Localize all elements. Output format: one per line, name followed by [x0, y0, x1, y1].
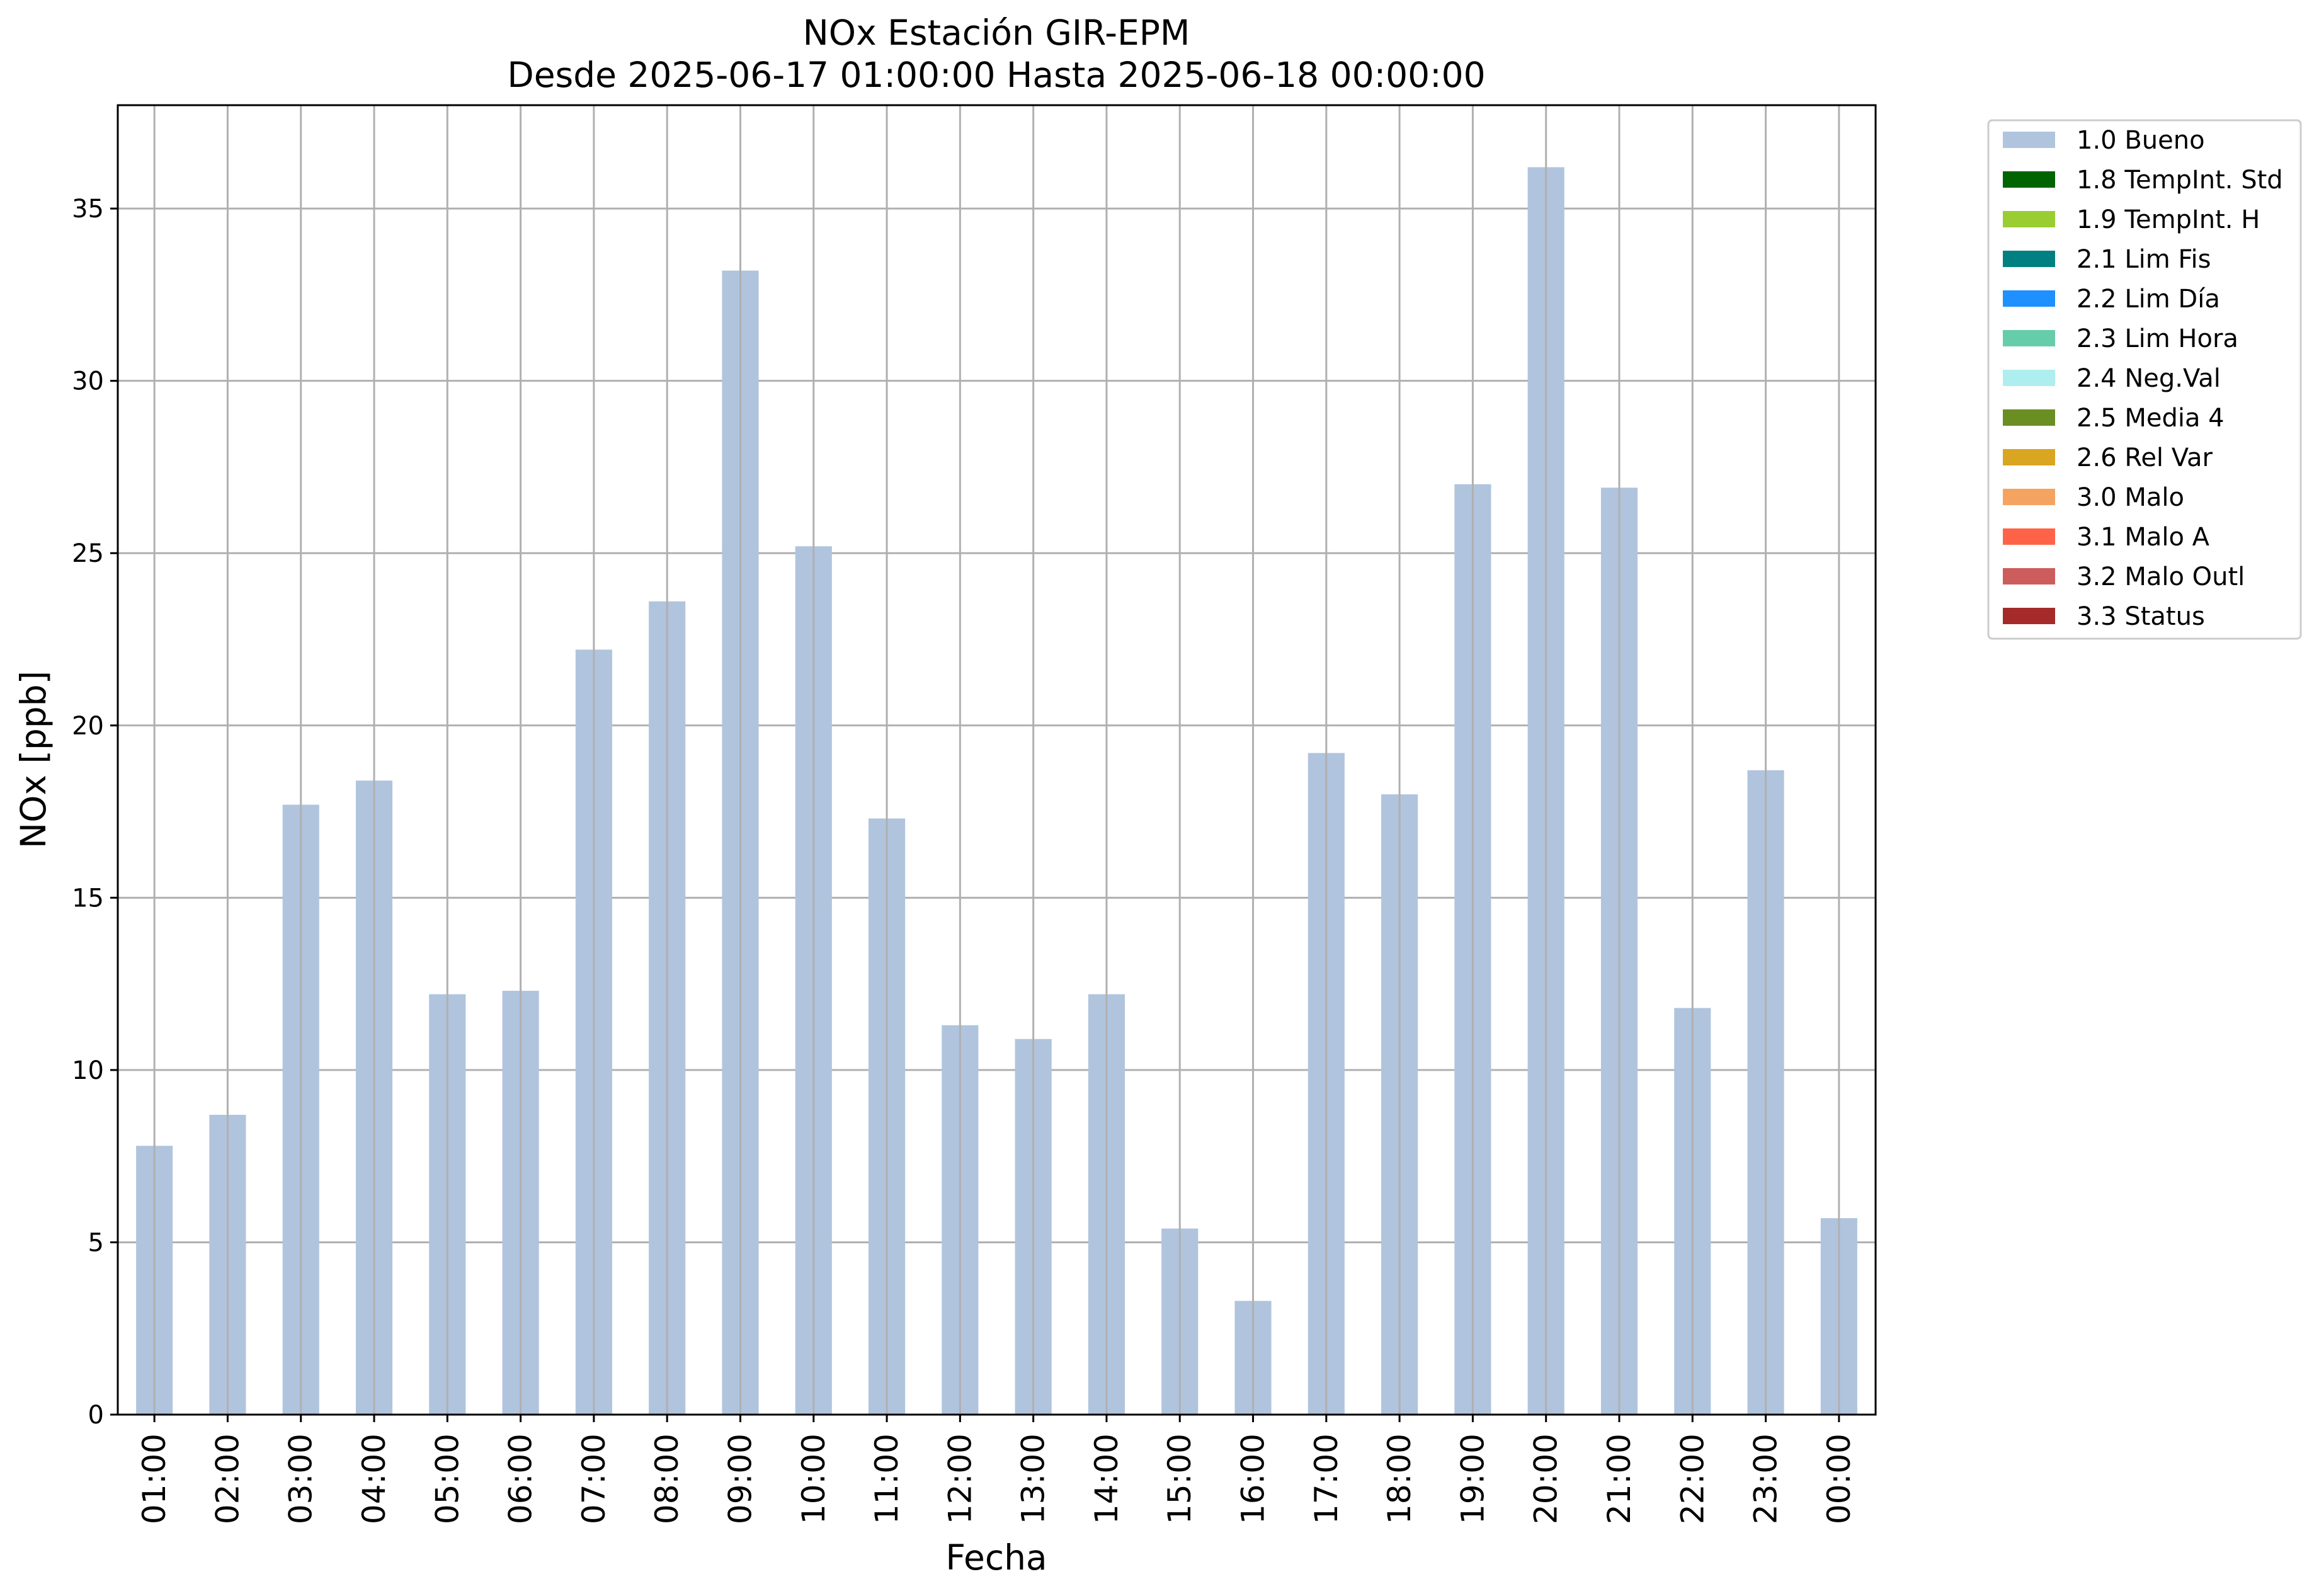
x-tick-label: 23:00: [1748, 1434, 1784, 1524]
x-grid-lines: [153, 105, 1840, 1415]
y-tick-label: 35: [72, 195, 104, 224]
x-tick-label: 06:00: [503, 1434, 539, 1524]
x-tick-label: 12:00: [942, 1434, 978, 1524]
legend-swatch: [2003, 290, 2055, 307]
bars: [136, 167, 1857, 1415]
x-tick-label: 01:00: [136, 1434, 173, 1524]
y-tick-label: 10: [72, 1056, 104, 1085]
legend-label: 2.5 Media 4: [2077, 404, 2225, 433]
x-tick-label: 13:00: [1015, 1434, 1052, 1524]
legend-label: 3.3 Status: [2077, 602, 2205, 631]
legend-swatch: [2003, 132, 2055, 148]
x-tick-label: 19:00: [1454, 1434, 1491, 1524]
x-tick-label: 00:00: [1821, 1434, 1857, 1524]
x-axis-label: Fecha: [945, 1537, 1047, 1578]
x-tick-label: 05:00: [429, 1434, 465, 1524]
x-axis: 01:00 02:00 03:00 04:00 05:00 06:00 07:00 08:00…: [136, 1415, 1857, 1524]
x-tick-label: 03:00: [283, 1434, 319, 1524]
legend-label: 2.4 Neg.Val: [2077, 364, 2221, 393]
legend-swatch: [2003, 489, 2055, 505]
legend-swatch: [2003, 528, 2055, 545]
legend-swatch: [2003, 211, 2055, 227]
x-tick-label: 18:00: [1381, 1434, 1418, 1524]
x-tick-label: 16:00: [1235, 1434, 1272, 1524]
y-tick-label: 30: [72, 367, 104, 396]
x-tick-label: 22:00: [1674, 1434, 1711, 1524]
chart-title: NOx Estación GIR-EPM: [803, 13, 1190, 53]
x-tick-label: 08:00: [649, 1434, 685, 1524]
x-tick-label: 14:00: [1088, 1434, 1125, 1524]
legend-swatch: [2003, 409, 2055, 426]
x-tick-label: 15:00: [1161, 1434, 1198, 1524]
x-tick-label: 07:00: [576, 1434, 612, 1524]
grid-lines: [118, 207, 1876, 1416]
legend-label: 1.8 TempInt. Std: [2077, 166, 2283, 195]
legend-swatch: [2003, 330, 2055, 346]
x-tick-label: 10:00: [795, 1434, 832, 1524]
x-tick-label: 21:00: [1601, 1434, 1638, 1524]
y-tick-label: 15: [72, 884, 104, 913]
x-tick-label: 17:00: [1308, 1434, 1345, 1524]
legend-swatch: [2003, 449, 2055, 465]
legend-label: 2.6 Rel Var: [2077, 443, 2213, 472]
y-tick-label: 0: [88, 1401, 104, 1430]
y-tick-label: 20: [72, 712, 104, 741]
legend-label: 3.0 Malo: [2077, 483, 2184, 512]
y-axis: 0 5 10 15 20 25 30 35: [72, 195, 118, 1430]
legend: 1.0 Bueno 1.8 TempInt. Std 1.9 TempInt. H 2…: [1987, 119, 2302, 640]
y-tick-label: 5: [88, 1228, 104, 1257]
legend-label: 2.1 Lim Fis: [2077, 245, 2211, 274]
legend-label: 2.2 Lim Día: [2077, 285, 2220, 314]
legend-swatch: [2003, 608, 2055, 624]
x-tick-label: 04:00: [356, 1434, 392, 1524]
x-tick-label: 09:00: [722, 1434, 758, 1524]
legend-swatch: [2003, 370, 2055, 386]
legend-swatch: [2003, 568, 2055, 584]
legend-label: 2.3 Lim Hora: [2077, 324, 2238, 353]
y-axis-label: NOx [ppb]: [13, 671, 54, 848]
legend-label: 1.9 TempInt. H: [2077, 205, 2260, 234]
y-tick-label: 25: [72, 539, 104, 568]
legend-box: [1987, 119, 2302, 640]
legend-swatch: [2003, 171, 2055, 188]
legend-swatch: [2003, 251, 2055, 267]
x-tick-label: 11:00: [869, 1434, 905, 1524]
legend-label: 3.1 Malo A: [2077, 523, 2210, 552]
chart-subtitle: Desde 2025-06-17 01:00:00 Hasta 2025-06-…: [507, 55, 1485, 95]
legend-label: 1.0 Bueno: [2077, 126, 2205, 155]
plot-frame: [117, 104, 1877, 1416]
legend-label: 3.2 Malo Outl: [2077, 562, 2245, 591]
x-tick-label: 02:00: [209, 1434, 246, 1524]
x-tick-label: 20:00: [1528, 1434, 1564, 1524]
